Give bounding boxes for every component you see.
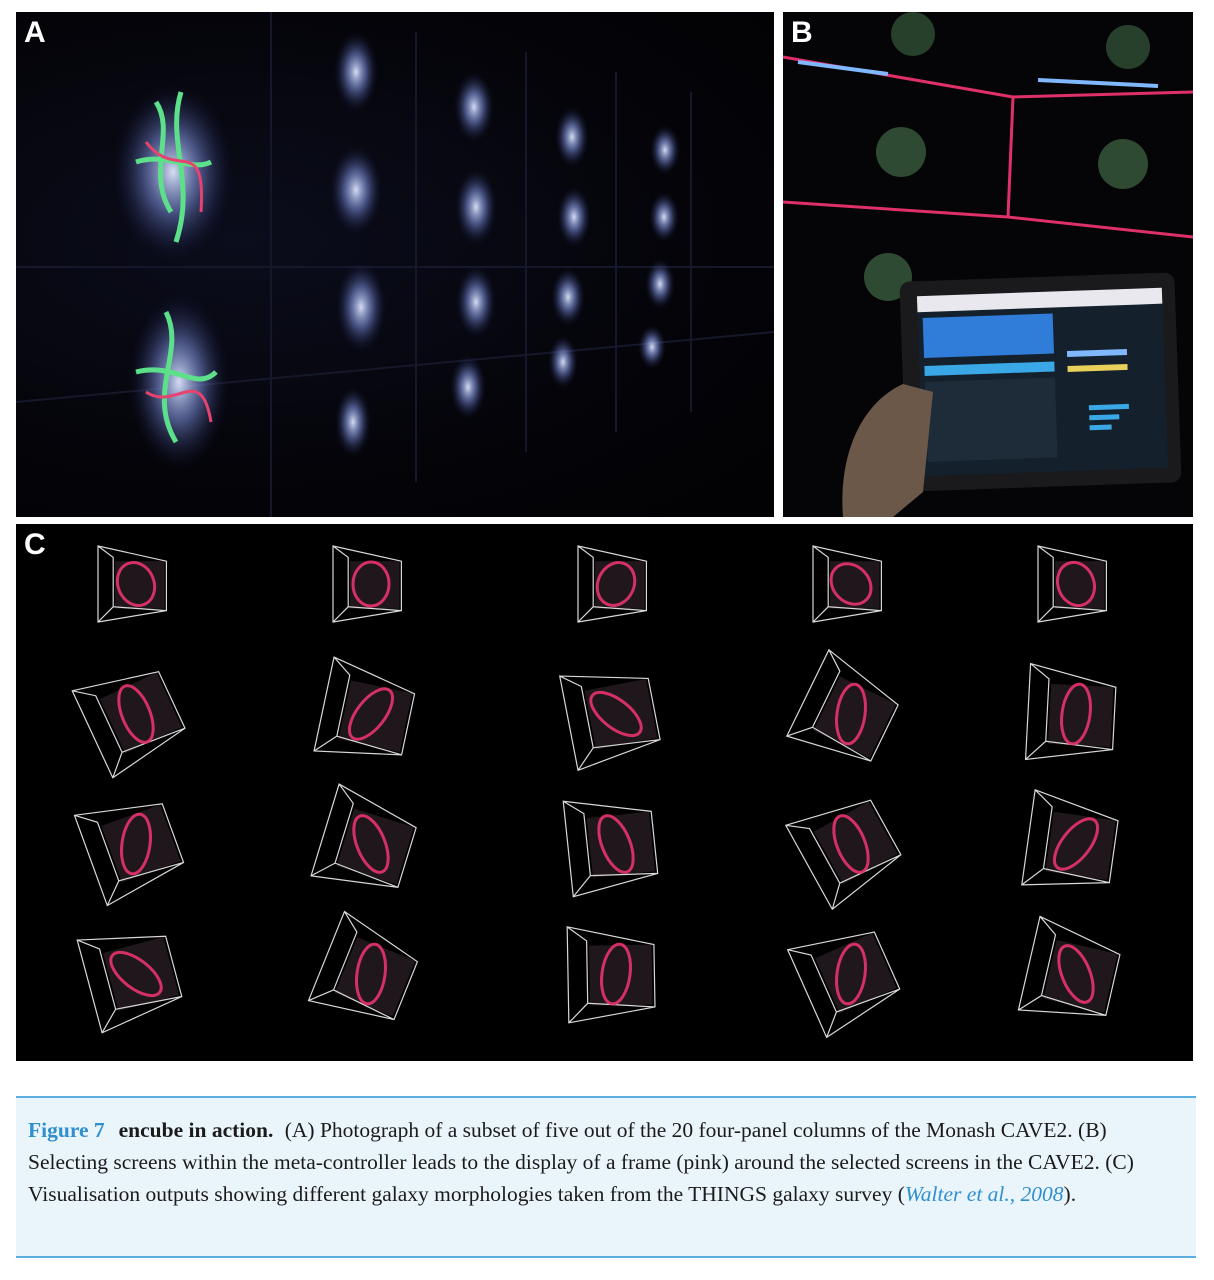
caption-text-end: ).	[1063, 1182, 1077, 1206]
cube-face-haze	[101, 804, 181, 883]
cube-wireframe	[97, 545, 167, 623]
cube-wireframe	[812, 545, 882, 623]
cube-wireframe	[73, 803, 185, 907]
selection-frame-scene	[783, 12, 1193, 517]
figure-number: Figure 7	[28, 1118, 105, 1142]
galaxy-cube	[332, 545, 402, 623]
caption-text: (A) Photograph of a subset of five out o…	[28, 1118, 1134, 1206]
cube-wireframe	[577, 545, 647, 623]
figure-caption: Figure 7 encube in action. (A) Photograph…	[16, 1096, 1196, 1258]
citation-link[interactable]: Walter et al., 2008	[904, 1182, 1064, 1206]
galaxy-cube	[558, 675, 661, 772]
cube-wireframe	[71, 670, 186, 779]
cube-face-haze	[115, 561, 165, 609]
galaxy-rendering	[117, 684, 155, 744]
cube-wireframe	[332, 545, 402, 623]
cube-wireframe	[785, 648, 899, 762]
caption-paragraph: Figure 7 encube in action. (A) Photograph…	[16, 1098, 1196, 1210]
panel-b-meta-controller-photo: B	[783, 12, 1193, 517]
cube-wireframe	[562, 800, 659, 898]
galaxy-rendering	[597, 814, 635, 874]
brain-thumbnails	[864, 12, 1150, 301]
galaxy-cube	[1024, 662, 1117, 761]
galaxy-cube	[71, 670, 186, 779]
cube-face-haze	[1055, 561, 1105, 609]
cube-wireframe	[786, 931, 901, 1039]
cube-face-haze	[813, 676, 896, 758]
panel-c-label: C	[24, 528, 46, 561]
galaxy-rendering	[352, 814, 390, 874]
galaxy-rendering	[832, 814, 870, 874]
cube-face-haze	[334, 937, 416, 1017]
galaxy-rendering	[829, 562, 873, 606]
galaxy-cube	[73, 803, 185, 907]
cube-wireframe	[784, 799, 902, 911]
cube-wireframe	[1021, 788, 1119, 886]
galaxy-cube	[1037, 545, 1107, 623]
galaxy-rendering	[355, 942, 387, 1006]
galaxy-cube-grid	[71, 545, 1121, 1039]
galaxy-cube	[562, 800, 659, 898]
galaxy-cube	[566, 926, 656, 1024]
galaxy-rendering	[1052, 817, 1100, 871]
hand	[842, 384, 933, 517]
cube-wireframe	[566, 926, 656, 1024]
galaxy-rendering	[1057, 944, 1095, 1004]
galaxy-cube	[1021, 788, 1119, 886]
galaxy-rendering	[589, 690, 643, 738]
cube-wireframe	[76, 935, 183, 1034]
galaxy-cube	[1017, 915, 1121, 1017]
galaxy-cube	[310, 783, 417, 889]
galaxy-rendering	[115, 561, 157, 607]
pink-selection-frame	[783, 55, 1193, 239]
galaxy-cube	[786, 931, 901, 1039]
cube-face-haze	[336, 808, 414, 885]
cube-wireframe	[558, 675, 661, 772]
panel-a-label: A	[24, 16, 46, 49]
galaxy-cube	[784, 799, 902, 911]
galaxy-rendering	[1055, 560, 1097, 608]
galaxy-cube	[812, 545, 882, 623]
brain-visualisations	[113, 32, 680, 470]
galaxy-rendering	[347, 687, 395, 741]
panel-c-galaxy-visualisations: C	[16, 524, 1193, 1061]
galaxy-cube	[785, 648, 899, 762]
panel-a-cave2-photo: A	[16, 12, 774, 517]
galaxy-rendering	[595, 561, 637, 607]
figure-title: encube in action.	[118, 1118, 274, 1142]
galaxy-rendering	[109, 950, 163, 998]
galaxy-cube	[76, 935, 183, 1034]
cube-face-haze	[586, 811, 656, 878]
galaxy-cube	[313, 656, 416, 756]
cube-wireframe	[307, 910, 419, 1021]
cube-wireframe	[1017, 915, 1121, 1017]
cube-face-haze	[1043, 939, 1118, 1013]
cube-face-haze	[589, 944, 653, 1006]
cube-wireframe	[310, 783, 417, 889]
galaxy-cube	[307, 910, 419, 1021]
cube-wireframe	[313, 656, 416, 756]
galaxy-cube	[577, 545, 647, 623]
panel-b-label: B	[791, 16, 813, 49]
cube-face-haze	[815, 933, 897, 1014]
cube-wireframe	[1037, 545, 1107, 623]
galaxy-rendering	[120, 812, 152, 876]
cube-wireframe	[1024, 662, 1117, 761]
galaxy-rendering	[351, 560, 391, 608]
cave2-brain-screens	[16, 12, 774, 517]
tablet-device	[899, 272, 1182, 492]
galaxy-cube	[97, 545, 167, 623]
